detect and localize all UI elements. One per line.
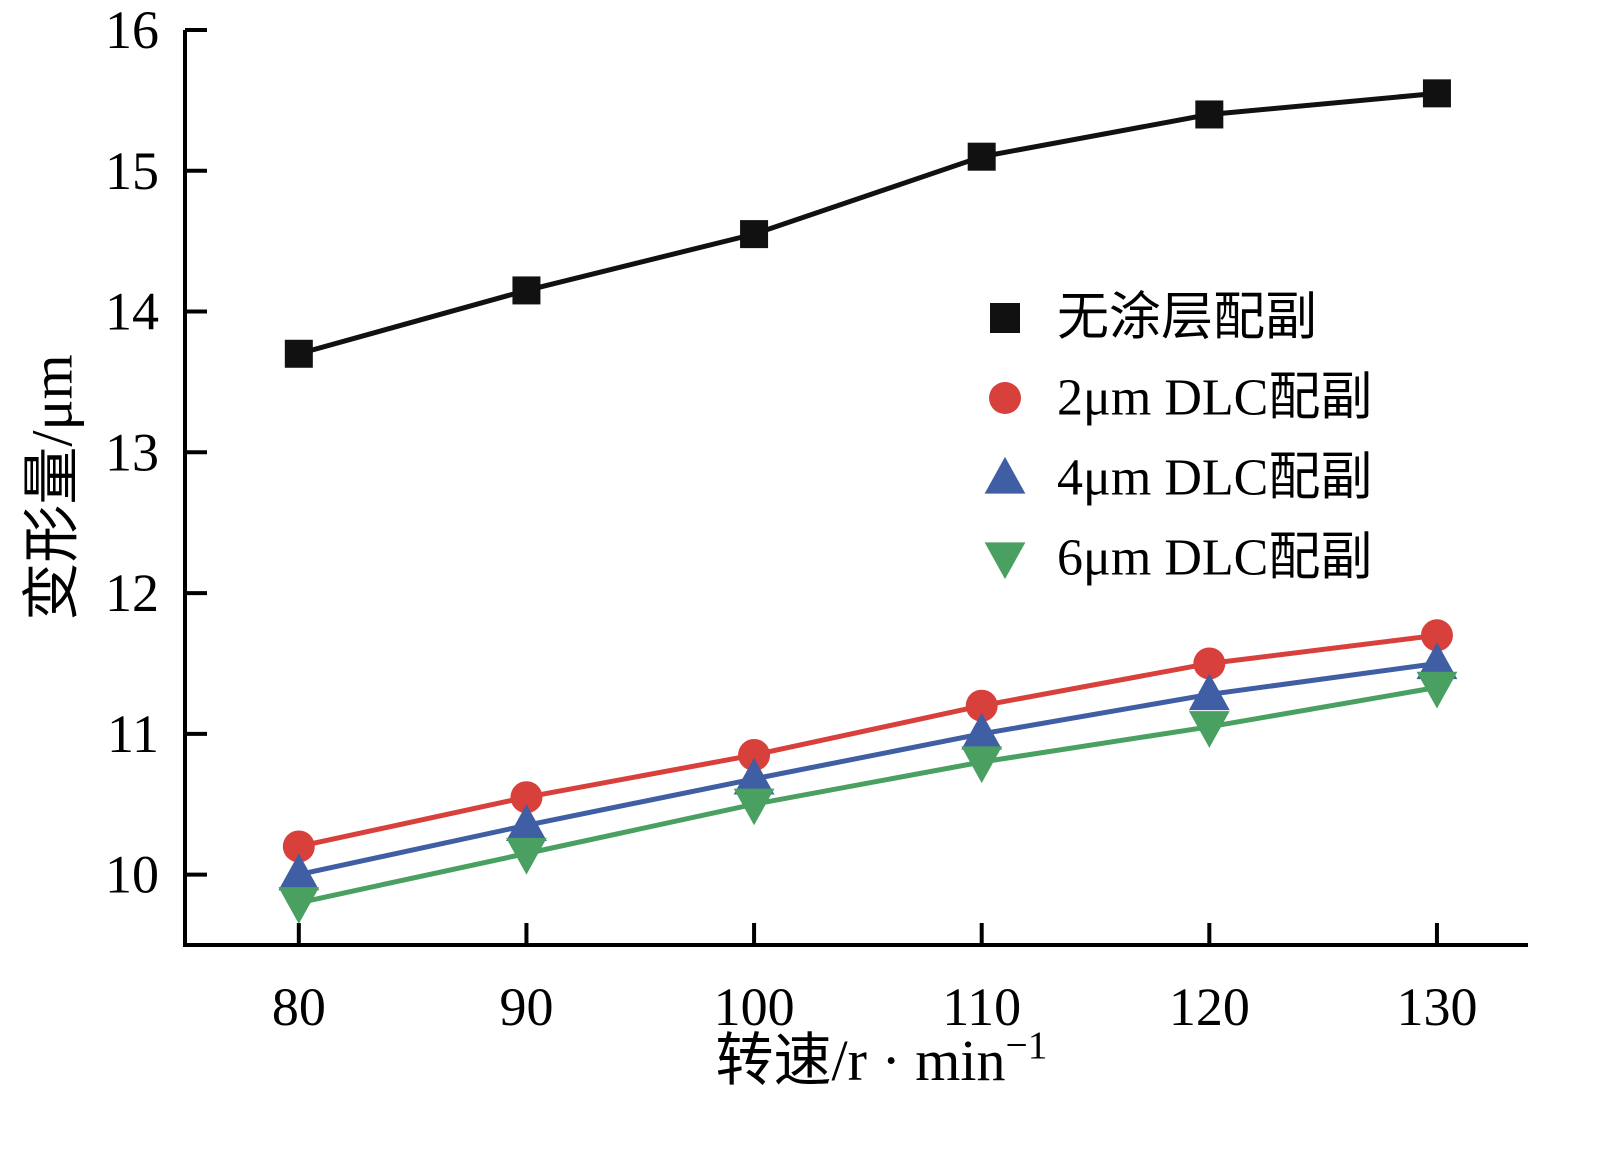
series-marker-2 [733,757,775,795]
series-marker-3 [961,746,1003,784]
series-marker-2 [278,853,320,891]
x-tick-label: 100 [714,977,795,1037]
series-marker-0 [512,276,541,305]
x-tick-label: 130 [1396,977,1477,1037]
series-marker-3 [1188,711,1230,748]
y-tick-label: 16 [105,0,159,60]
x-tick-label: 90 [499,977,553,1037]
y-tick-label: 15 [105,141,159,201]
series-line-2 [296,660,1440,878]
y-tick-label: 12 [105,563,159,623]
series-marker-2 [1188,673,1230,711]
x-tick-label: 120 [1169,977,1250,1037]
series-marker-1 [738,738,771,771]
series-line-1 [296,632,1440,849]
series-marker-2 [1416,642,1458,680]
x-axis-label: 转速/r · min−1 [716,1023,1048,1093]
series-marker-2 [961,712,1003,750]
legend-marker-0 [990,303,1020,333]
y-tick-label: 10 [105,845,159,905]
legend-item-3: 6μm DLC配副 [984,530,1372,587]
legend-label-1: 2μm DLC配副 [1057,370,1372,427]
legend-marker-2 [984,456,1026,494]
series-marker-3 [1416,671,1458,709]
series-line-0 [296,90,1440,357]
series-marker-1 [965,689,998,722]
series-marker-0 [1195,100,1224,129]
y-tick-label: 14 [105,282,159,342]
series-marker-3 [733,788,775,826]
series-marker-1 [510,781,543,814]
legend: 无涂层配副 2μm DLC配副 4μm DLC配副 6μm DLC配副 [984,290,1372,587]
series-marker-1 [1193,647,1226,680]
legend-item-2: 4μm DLC配副 [984,450,1372,507]
legend-label-2: 4μm DLC配副 [1057,450,1372,507]
series-marker-0 [284,339,313,368]
series-marker-0 [967,142,996,171]
series-marker-0 [740,220,769,249]
y-tick-label: 13 [105,422,159,482]
series-marker-3 [506,837,547,875]
series-marker-2 [506,804,547,841]
series-marker-3 [278,887,320,924]
legend-label-0: 无涂层配副 [1057,290,1317,347]
x-tick-label: 80 [272,977,326,1037]
series-line-3 [296,684,1440,906]
legend-item-0: 无涂层配副 [990,290,1317,347]
x-tick-label: 110 [942,977,1021,1037]
series-marker-0 [1422,79,1451,108]
legend-marker-1 [989,382,1021,414]
legend-marker-3 [984,542,1026,580]
legend-item-1: 2μm DLC配副 [989,370,1372,427]
legend-label-3: 6μm DLC配副 [1057,530,1372,587]
y-axis-label: 变形量/μm [20,354,85,620]
series-marker-1 [1420,619,1453,652]
series-marker-1 [282,830,315,863]
y-tick-label: 11 [107,704,159,764]
